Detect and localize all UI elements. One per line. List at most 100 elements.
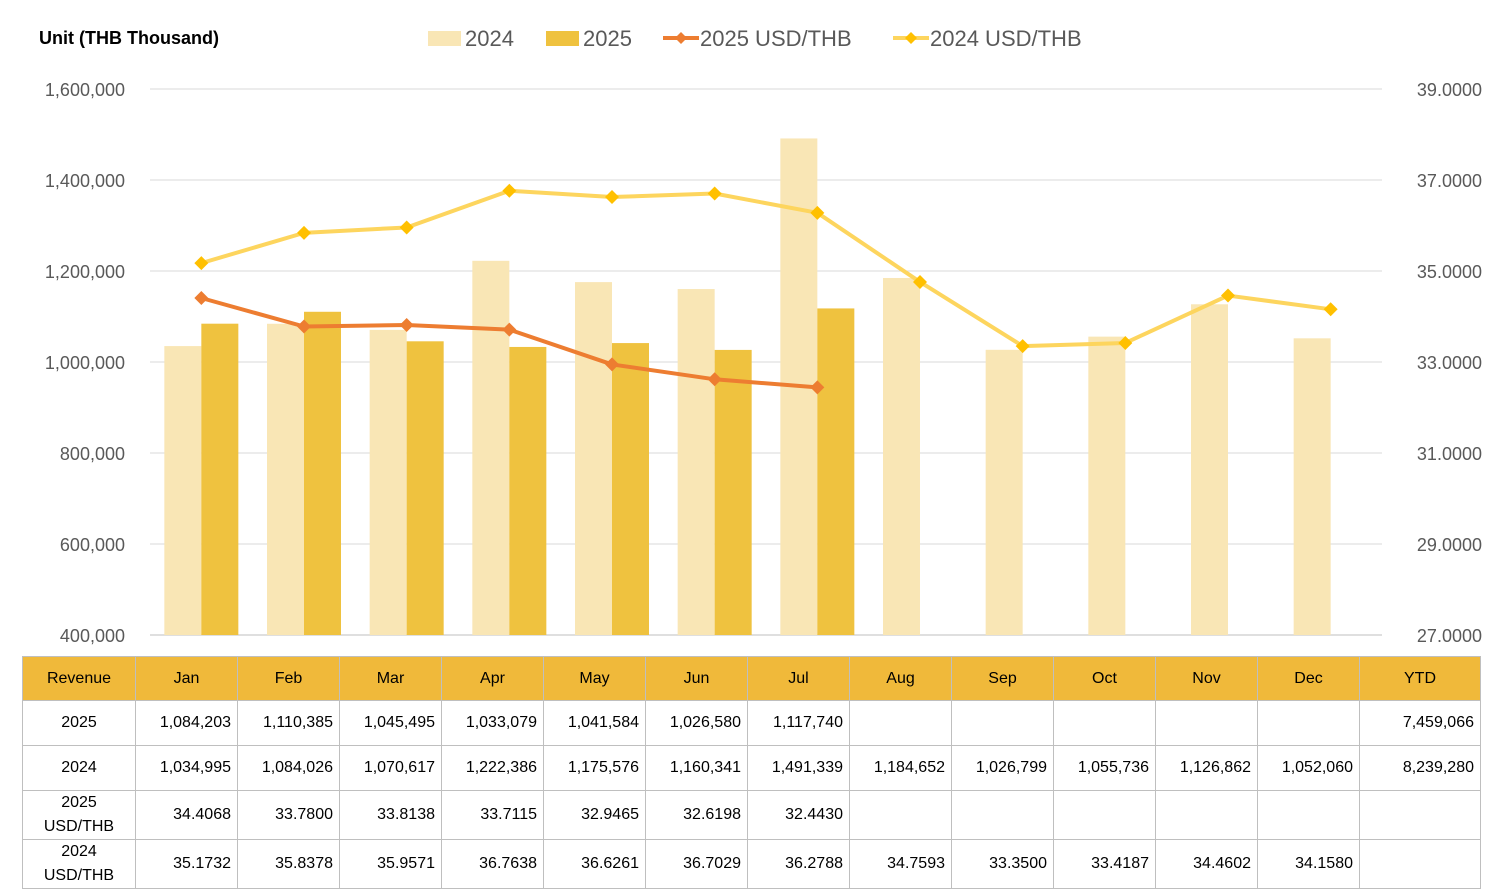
- table-header-cell: Mar: [339, 656, 442, 701]
- table-cell: 8,239,280: [1359, 745, 1481, 791]
- line-2024-usd-thb: [200, 188, 1331, 349]
- table-cell: 1,026,580: [645, 700, 748, 746]
- y-left-tick-label: 1,400,000: [45, 171, 125, 191]
- point-2024-usd-thb: [502, 183, 517, 198]
- line-series: [194, 183, 1338, 395]
- point-2024-usd-thb: [1118, 335, 1133, 350]
- table-cell: 34.7593: [849, 839, 952, 889]
- legend-marker: [675, 32, 687, 44]
- table-cell: 1,084,203: [135, 700, 238, 746]
- bar-2025-may: [612, 343, 649, 635]
- table-cell: 1,084,026: [237, 745, 340, 791]
- table-cell: [1359, 839, 1481, 889]
- table-header-cell: Aug: [849, 656, 952, 701]
- point-2025-usd-thb: [605, 357, 619, 372]
- table-cell: [1053, 700, 1156, 746]
- table-cell: 36.2788: [747, 839, 850, 889]
- legend-swatch: [546, 31, 579, 46]
- table-header-cell: Oct: [1053, 656, 1156, 701]
- table-cell: 36.7638: [441, 839, 544, 889]
- table-cell: 33.7800: [237, 790, 340, 840]
- point-2024-usd-thb: [913, 274, 927, 289]
- bar-2024-oct: [1088, 336, 1126, 635]
- table-row-label: 2025 USD/THB: [22, 790, 136, 840]
- table-header-cell: Nov: [1155, 656, 1258, 701]
- table-row-label: 2024 USD/THB: [22, 839, 136, 889]
- y-right-tick-label: 37.0000: [1417, 171, 1482, 191]
- table-cell: [951, 700, 1054, 746]
- y-left-tick-label: 600,000: [60, 535, 125, 555]
- point-2024-usd-thb: [605, 190, 619, 205]
- table-cell: 1,110,385: [237, 700, 340, 746]
- table-cell: 33.3500: [951, 839, 1054, 889]
- legend-swatch: [428, 31, 461, 46]
- table-cell: 32.4430: [747, 790, 850, 840]
- table-cell: 1,045,495: [339, 700, 442, 746]
- table-cell: 1,184,652: [849, 745, 952, 791]
- row-label-part: 2024: [61, 759, 97, 776]
- point-2024-usd-thb: [399, 220, 414, 235]
- table-cell: 34.1580: [1257, 839, 1360, 889]
- table-header-cell: Apr: [441, 656, 544, 701]
- legend-label: 2025: [583, 26, 632, 51]
- legend-item: 2024: [428, 26, 514, 51]
- bar-2024-aug: [883, 277, 920, 635]
- bar-2024-may: [575, 282, 612, 635]
- y-right-tick-label: 31.0000: [1417, 444, 1482, 464]
- table-header-cell: May: [543, 656, 646, 701]
- row-label-part: 2025: [61, 714, 97, 731]
- table-cell: 1,070,617: [339, 745, 442, 791]
- table-header-cell: Sep: [951, 656, 1054, 701]
- y-right-tick-label: 29.0000: [1417, 535, 1482, 555]
- y-right-tick-label: 33.0000: [1417, 353, 1482, 373]
- table-cell: 32.9465: [543, 790, 646, 840]
- point-2024-usd-thb: [1221, 288, 1235, 303]
- row-label-part: 2025: [61, 794, 97, 811]
- revenue-chart: Unit (THB Thousand) 2024 2025 2025 USD/THB…: [39, 26, 1482, 646]
- bar-2025-apr: [509, 346, 547, 635]
- table-cell: 35.1732: [135, 839, 238, 889]
- row-label-part: USD/THB: [43, 867, 115, 884]
- point-2025-usd-thb: [297, 319, 311, 334]
- legend-label: 2024: [465, 26, 514, 51]
- table-cell: 1,034,995: [135, 745, 238, 791]
- table-cell: 1,117,740: [747, 700, 850, 746]
- point-2025-usd-thb: [194, 290, 209, 305]
- bar-2024-jan: [164, 346, 202, 635]
- table-row: 2025 USD/THB 34.4068 33.7800 33.8138 33.7115 3…: [22, 790, 1481, 840]
- bar-2024-nov: [1191, 304, 1228, 635]
- y-left-tick-label: 800,000: [60, 444, 125, 464]
- table-row: 2024 1,034,995 1,084,026 1,070,617 1,222,386…: [22, 745, 1481, 791]
- table-cell: 1,033,079: [441, 700, 544, 746]
- y-left-tick-label: 1,200,000: [45, 262, 125, 282]
- table-cell: [951, 790, 1054, 840]
- bar-2025-mar: [406, 341, 444, 635]
- table-cell: 34.4068: [135, 790, 238, 840]
- table-cell: [1155, 790, 1258, 840]
- point-2025-usd-thb: [502, 322, 517, 337]
- y-left-tick-label: 1,000,000: [45, 353, 125, 373]
- point-2024-usd-thb: [810, 205, 825, 220]
- point-2025-usd-thb: [399, 317, 414, 332]
- table-cell: 33.8138: [339, 790, 442, 840]
- y-right-tick-label: 27.0000: [1417, 626, 1482, 646]
- legend-item: 2025: [546, 26, 632, 51]
- table-cell: 1,160,341: [645, 745, 748, 791]
- table-row: 2025 1,084,203 1,110,385 1,045,495 1,033,079…: [22, 700, 1481, 746]
- table-cell: 33.4187: [1053, 839, 1156, 889]
- bar-2024-feb: [267, 323, 304, 635]
- table-row: 2024 USD/THB 35.1732 35.8378 35.9571 36.7638 3…: [22, 839, 1481, 889]
- table-cell: [1257, 790, 1360, 840]
- table-cell: 35.9571: [339, 839, 442, 889]
- table-cell: [1155, 700, 1258, 746]
- table-header-row: Revenue Jan Feb Mar Apr May Jun Jul Aug Sep Oct Nov…: [22, 656, 1481, 701]
- table-cell: 33.7115: [441, 790, 544, 840]
- table-cell: 1,052,060: [1257, 745, 1360, 791]
- table-cell: 1,491,339: [747, 745, 850, 791]
- table-cell: 36.7029: [645, 839, 748, 889]
- legend-item: 2024 USD/THB: [893, 26, 1082, 51]
- table-cell: [849, 700, 952, 746]
- table-cell: [1257, 700, 1360, 746]
- point-2024-usd-thb: [1323, 302, 1338, 317]
- gridlines: [150, 88, 1382, 636]
